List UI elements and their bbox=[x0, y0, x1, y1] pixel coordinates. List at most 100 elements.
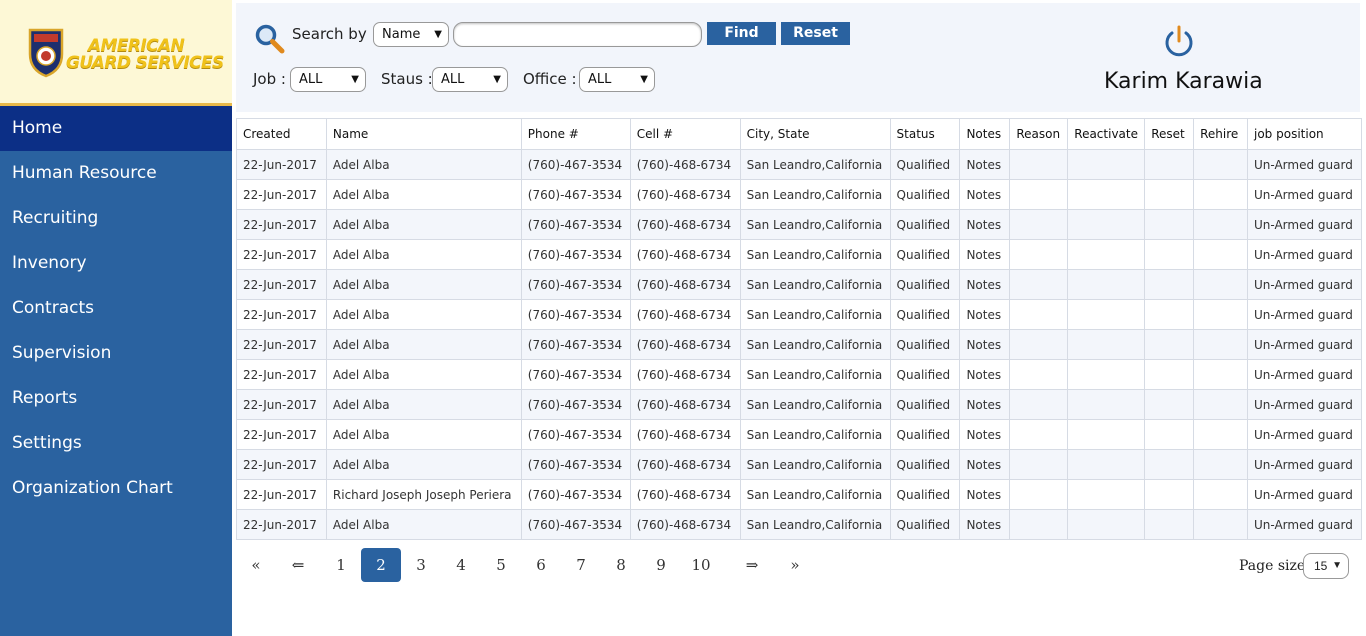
table-row[interactable]: 22-Jun-2017 Adel Alba (760)-467-3534 (760)-… bbox=[236, 389, 1362, 420]
cell-notes[interactable]: Notes bbox=[959, 179, 1011, 210]
cell-cell: (760)-468-6734 bbox=[629, 479, 741, 510]
column-header[interactable]: Notes bbox=[959, 118, 1011, 150]
cell-reactivate bbox=[1067, 359, 1146, 390]
table-row[interactable]: 22-Jun-2017 Adel Alba (760)-467-3534 (760)-… bbox=[236, 239, 1362, 270]
column-header[interactable]: job position bbox=[1247, 118, 1362, 150]
cell-created: 22-Jun-2017 bbox=[236, 479, 327, 510]
find-button[interactable]: Find bbox=[707, 22, 776, 45]
reset-button[interactable]: Reset bbox=[781, 22, 850, 45]
page-button[interactable]: 4 bbox=[456, 556, 466, 574]
office-select[interactable]: ALL ▼ bbox=[579, 67, 655, 92]
cell-notes[interactable]: Notes bbox=[959, 419, 1011, 450]
cell-city-state: San Leandro,California bbox=[739, 419, 891, 450]
column-header[interactable]: Rehire bbox=[1193, 118, 1248, 150]
sidebar: AMERICAN GUARD SERVICES Home Human Resou… bbox=[0, 0, 232, 636]
column-header[interactable]: Reset bbox=[1144, 118, 1195, 150]
cell-notes[interactable]: Notes bbox=[959, 329, 1011, 360]
search-by-select[interactable]: Name ▼ bbox=[373, 22, 449, 47]
first-page-button[interactable]: « bbox=[251, 556, 261, 574]
page-button[interactable]: 9 bbox=[656, 556, 666, 574]
cell-reactivate bbox=[1067, 479, 1146, 510]
power-icon[interactable] bbox=[1162, 25, 1196, 59]
nav-item-contracts[interactable]: Contracts bbox=[12, 298, 94, 318]
cell-created: 22-Jun-2017 bbox=[236, 359, 327, 390]
nav-item-supervision[interactable]: Supervision bbox=[12, 343, 112, 363]
table-row[interactable]: 22-Jun-2017 Richard Joseph Joseph Periera… bbox=[236, 479, 1362, 510]
column-header[interactable]: Phone # bbox=[520, 118, 631, 150]
cell-phone: (760)-467-3534 bbox=[520, 389, 631, 420]
column-header[interactable]: Name bbox=[325, 118, 522, 150]
cell-notes[interactable]: Notes bbox=[959, 449, 1011, 480]
nav-item-home[interactable]: Home bbox=[0, 106, 232, 151]
last-page-button[interactable]: » bbox=[790, 556, 800, 574]
nav-item-recruiting[interactable]: Recruiting bbox=[12, 208, 99, 228]
prev-page-button[interactable]: ⇐ bbox=[291, 556, 305, 574]
page-button[interactable]: 10 bbox=[691, 556, 711, 574]
page-button[interactable]: 7 bbox=[576, 556, 586, 574]
cell-notes[interactable]: Notes bbox=[959, 149, 1011, 180]
table-row[interactable]: 22-Jun-2017 Adel Alba (760)-467-3534 (760)-… bbox=[236, 149, 1362, 180]
cell-notes[interactable]: Notes bbox=[959, 239, 1011, 270]
column-header[interactable]: Cell # bbox=[629, 118, 741, 150]
cell-notes[interactable]: Notes bbox=[959, 479, 1011, 510]
brand-name: AMERICAN GUARD SERVICES bbox=[66, 38, 224, 72]
table-row[interactable]: 22-Jun-2017 Adel Alba (760)-467-3534 (760)-… bbox=[236, 449, 1362, 480]
nav-item-inventory[interactable]: Invenory bbox=[12, 253, 87, 273]
cell-status: Qualified bbox=[889, 449, 961, 480]
chevron-down-icon: ▼ bbox=[1332, 560, 1342, 571]
cell-notes[interactable]: Notes bbox=[959, 359, 1011, 390]
page-button[interactable]: 5 bbox=[496, 556, 506, 574]
column-header[interactable]: Created bbox=[236, 118, 327, 150]
table-row[interactable]: 22-Jun-2017 Adel Alba (760)-467-3534 (760)-… bbox=[236, 359, 1362, 390]
column-header[interactable]: Reactivate bbox=[1067, 118, 1146, 150]
cell-city-state: San Leandro,California bbox=[739, 449, 891, 480]
cell-notes[interactable]: Notes bbox=[959, 389, 1011, 420]
page-button[interactable]: 3 bbox=[416, 556, 426, 574]
status-select[interactable]: ALL ▼ bbox=[432, 67, 508, 92]
cell-city-state: San Leandro,California bbox=[739, 239, 891, 270]
cell-created: 22-Jun-2017 bbox=[236, 509, 327, 540]
cell-rehire bbox=[1193, 389, 1248, 420]
column-header[interactable]: Reason bbox=[1009, 118, 1069, 150]
cell-phone: (760)-467-3534 bbox=[520, 329, 631, 360]
nav-item-reports[interactable]: Reports bbox=[12, 388, 78, 408]
search-input[interactable] bbox=[453, 22, 702, 47]
cell-reactivate bbox=[1067, 419, 1146, 450]
cell-name: Adel Alba bbox=[325, 419, 522, 450]
cell-rehire bbox=[1193, 239, 1248, 270]
cell-cell: (760)-468-6734 bbox=[629, 299, 741, 330]
page-button[interactable]: 8 bbox=[616, 556, 626, 574]
cell-notes[interactable]: Notes bbox=[959, 299, 1011, 330]
column-header[interactable]: City, State bbox=[739, 118, 891, 150]
table-row[interactable]: 22-Jun-2017 Adel Alba (760)-467-3534 (760)-… bbox=[236, 329, 1362, 360]
next-page-button[interactable]: ⇒ bbox=[745, 556, 759, 574]
cell-notes[interactable]: Notes bbox=[959, 269, 1011, 300]
table-row[interactable]: 22-Jun-2017 Adel Alba (760)-467-3534 (760)-… bbox=[236, 209, 1362, 240]
page-button[interactable]: 1 bbox=[336, 556, 346, 574]
nav-item-organization-chart[interactable]: Organization Chart bbox=[12, 478, 173, 498]
logo-area[interactable]: AMERICAN GUARD SERVICES bbox=[0, 0, 232, 106]
cell-rehire bbox=[1193, 209, 1248, 240]
nav-item-settings[interactable]: Settings bbox=[12, 433, 82, 453]
page-button[interactable]: 6 bbox=[536, 556, 546, 574]
job-select[interactable]: ALL ▼ bbox=[290, 67, 366, 92]
page-size-select[interactable]: 15 ▼ bbox=[1303, 553, 1349, 579]
cell-phone: (760)-467-3534 bbox=[520, 239, 631, 270]
cell-notes[interactable]: Notes bbox=[959, 509, 1011, 540]
cell-city-state: San Leandro,California bbox=[739, 299, 891, 330]
table-row[interactable]: 22-Jun-2017 Adel Alba (760)-467-3534 (760)-… bbox=[236, 509, 1362, 540]
page-button[interactable]: 2 bbox=[361, 548, 401, 582]
cell-notes[interactable]: Notes bbox=[959, 209, 1011, 240]
column-header[interactable]: Status bbox=[889, 118, 961, 150]
table-row[interactable]: 22-Jun-2017 Adel Alba (760)-467-3534 (760)-… bbox=[236, 269, 1362, 300]
nav-item-human-resource[interactable]: Human Resource bbox=[12, 163, 157, 183]
table-row[interactable]: 22-Jun-2017 Adel Alba (760)-467-3534 (760)-… bbox=[236, 419, 1362, 450]
job-value: ALL bbox=[299, 72, 323, 87]
cell-reactivate bbox=[1067, 149, 1146, 180]
cell-cell: (760)-468-6734 bbox=[629, 509, 741, 540]
table-row[interactable]: 22-Jun-2017 Adel Alba (760)-467-3534 (760)-… bbox=[236, 299, 1362, 330]
cell-cell: (760)-468-6734 bbox=[629, 149, 741, 180]
table-row[interactable]: 22-Jun-2017 Adel Alba (760)-467-3534 (760)-… bbox=[236, 179, 1362, 210]
brand-line-1: AMERICAN bbox=[88, 36, 185, 56]
cell-cell: (760)-468-6734 bbox=[629, 179, 741, 210]
